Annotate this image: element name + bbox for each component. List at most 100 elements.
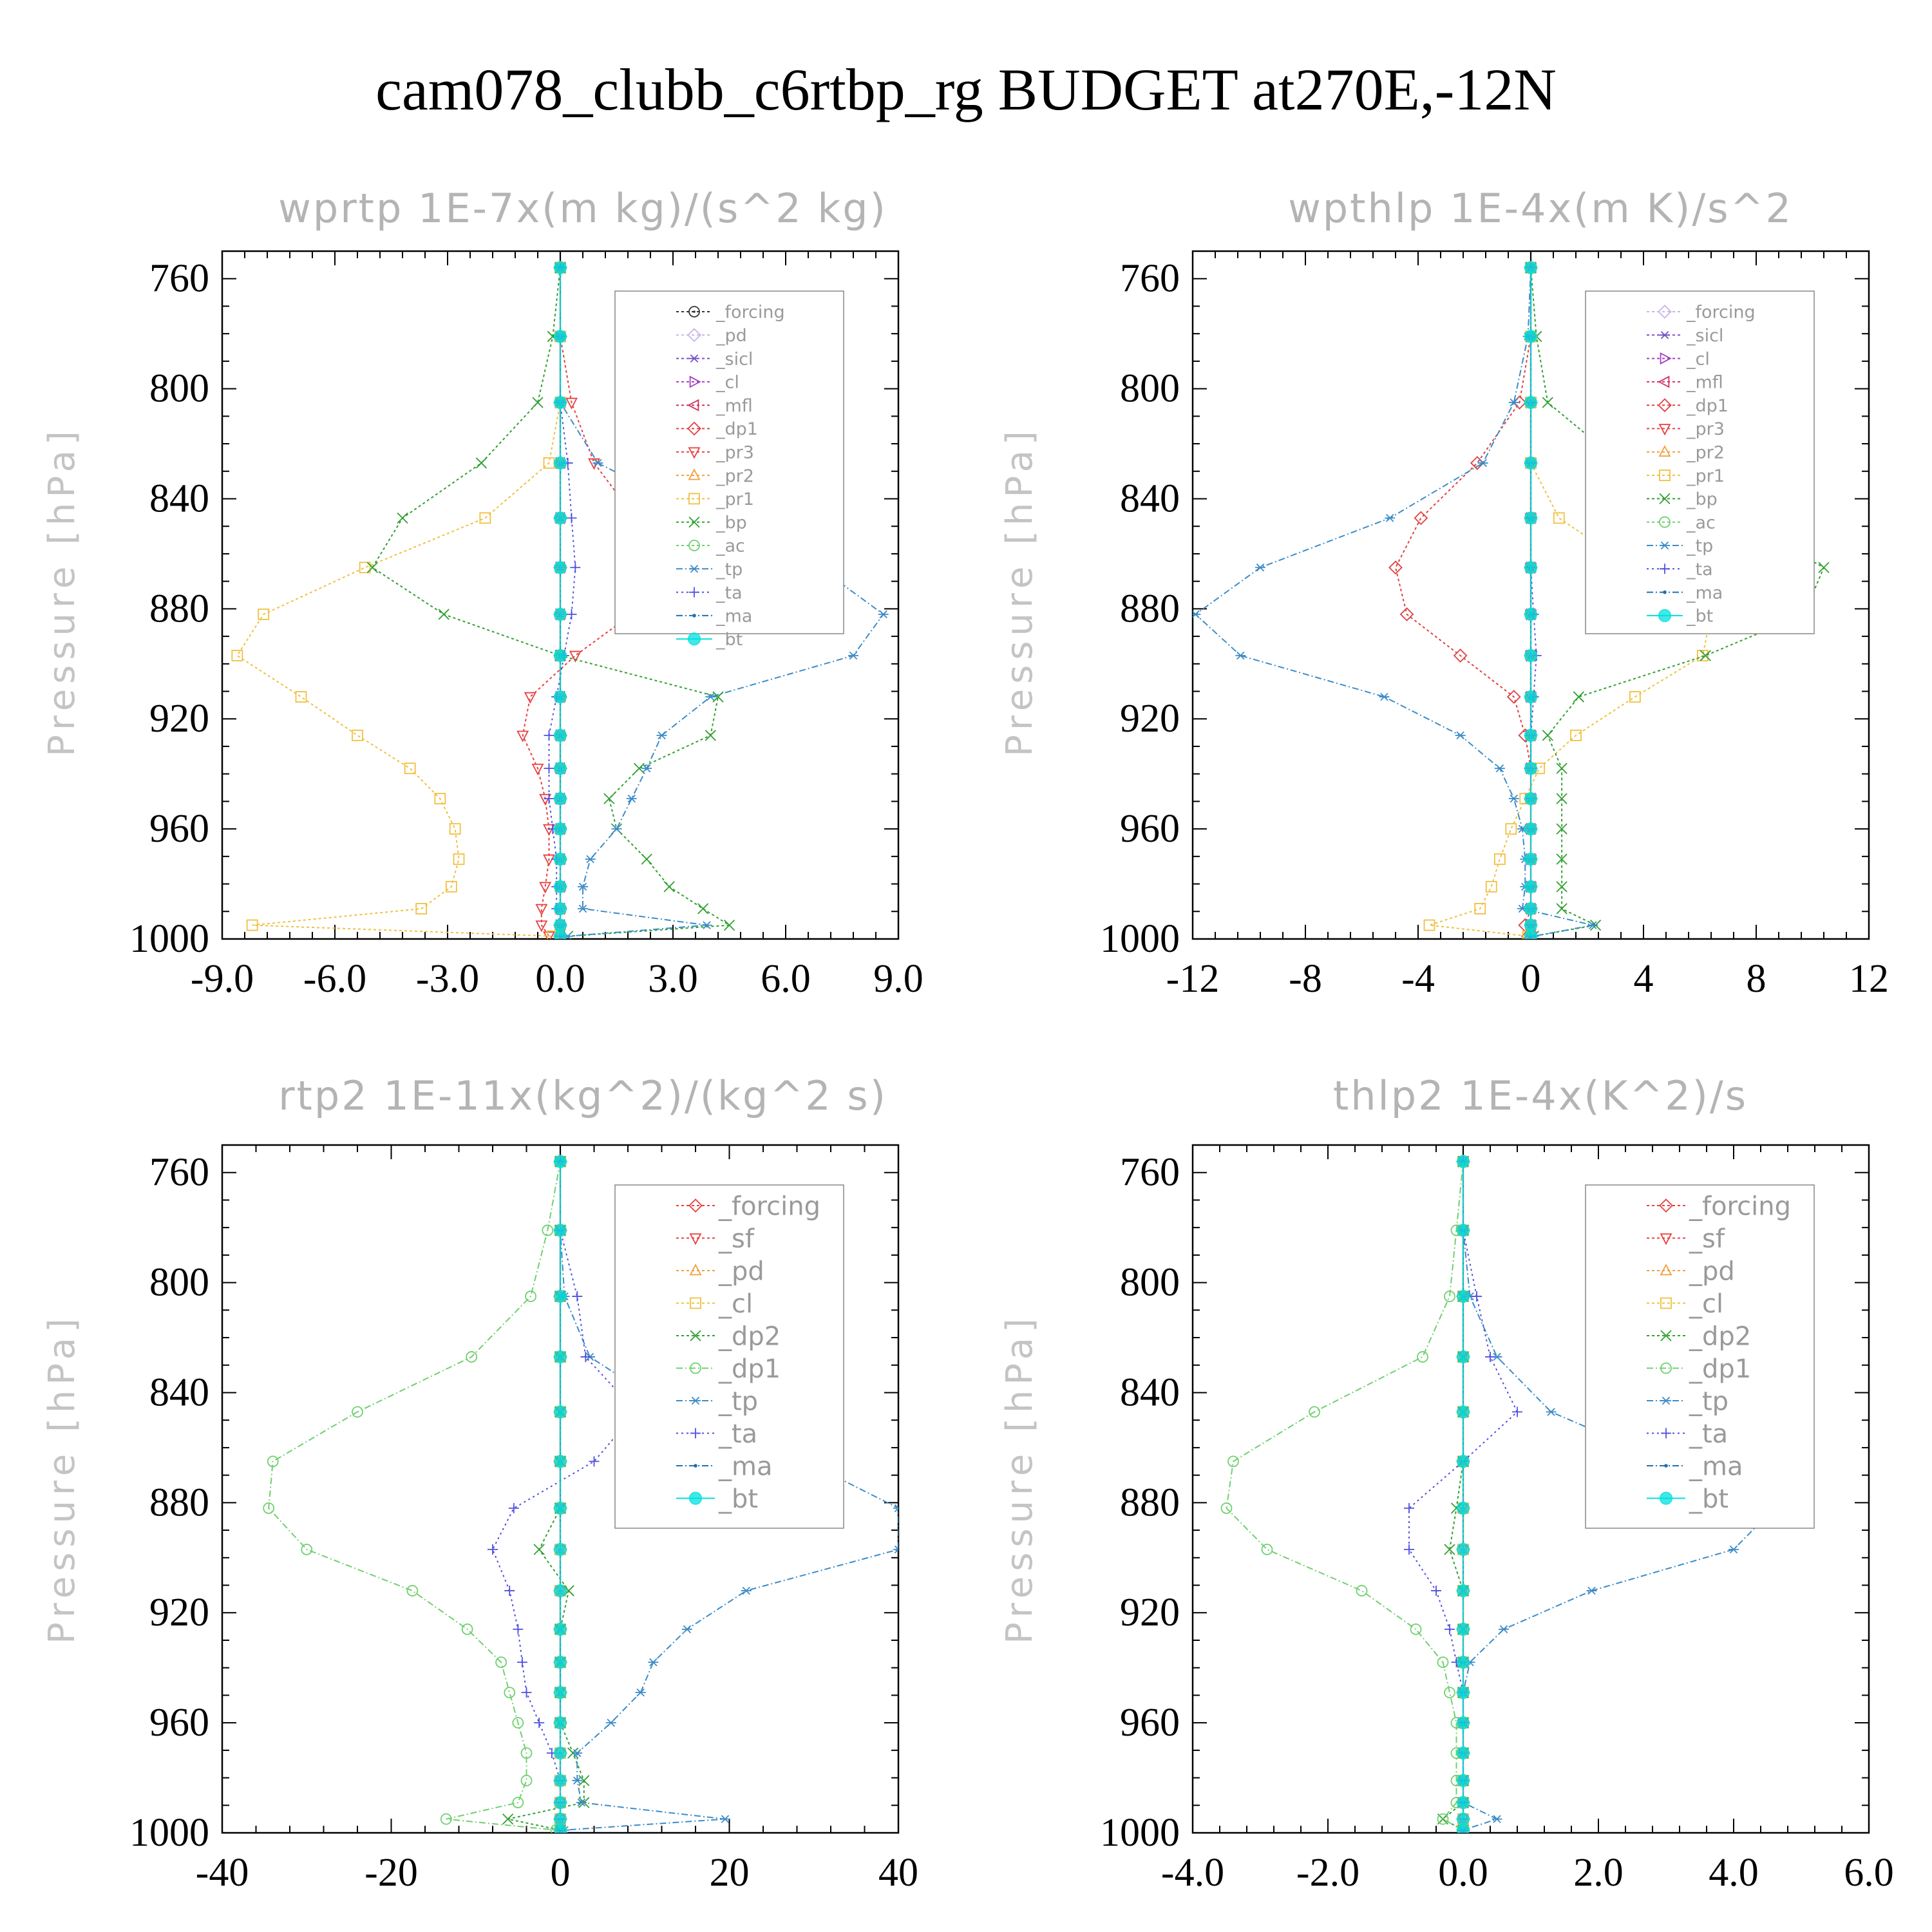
- data-point: [569, 650, 582, 663]
- x-tick-label: 4.0: [1709, 1851, 1759, 1895]
- data-point: [554, 561, 567, 574]
- data-point: [543, 854, 555, 866]
- data-point: [1472, 1291, 1482, 1302]
- data-point: [572, 1748, 583, 1757]
- data-point: [544, 763, 554, 774]
- data-point: [404, 762, 416, 775]
- legend-label: _pr2: [715, 466, 754, 486]
- x-tick-label: 6.0: [761, 957, 811, 1001]
- x-tick-label: -4: [1401, 957, 1435, 1001]
- series-line: [1429, 267, 1712, 937]
- data-point: [1457, 1747, 1470, 1760]
- y-axis-label: Pressure [hPa]: [41, 1313, 83, 1644]
- data-point: [1444, 1624, 1455, 1634]
- data-point: [641, 764, 652, 773]
- legend-label: _pd: [1689, 1256, 1735, 1286]
- data-point: [1556, 793, 1567, 804]
- data-point: [848, 651, 858, 660]
- data-point: [1261, 1544, 1273, 1555]
- x-tick-label: 8: [1747, 957, 1766, 1001]
- series-bt: [554, 1155, 567, 1833]
- data-point: [1494, 764, 1505, 773]
- y-tick-label: 800: [1120, 1261, 1180, 1305]
- legend-marker: [687, 421, 701, 436]
- data-point: [1457, 1501, 1470, 1515]
- legend-label: _dp1: [715, 419, 758, 439]
- y-tick-label: 800: [1120, 367, 1180, 411]
- data-point: [1696, 650, 1709, 661]
- legend-marker: [689, 587, 699, 598]
- series-line: [1530, 267, 1825, 937]
- legend-label: _tp: [715, 560, 743, 580]
- legend-label: _bt: [1686, 607, 1713, 627]
- legend-label: _dp1: [718, 1354, 781, 1384]
- data-point: [605, 1718, 616, 1727]
- legend-label: _dp1: [1689, 1354, 1751, 1384]
- legend-label: _tp: [1686, 536, 1713, 556]
- data-point: [543, 824, 555, 836]
- legend-marker: [688, 540, 700, 551]
- legend-marker: [1658, 305, 1672, 319]
- data-point: [1474, 903, 1486, 914]
- data-point: [1524, 918, 1537, 932]
- data-point: [1524, 929, 1537, 939]
- y-tick-label: 960: [149, 1701, 209, 1745]
- series-line: [491, 1161, 638, 1830]
- data-point: [554, 649, 567, 662]
- data-point: [1542, 397, 1553, 408]
- y-axis-label: Pressure [hPa]: [999, 1313, 1041, 1644]
- x-tick-label: -9.0: [191, 957, 254, 1001]
- data-point: [578, 882, 588, 891]
- data-point: [533, 1544, 545, 1555]
- data-point: [554, 762, 567, 775]
- data-point: [1193, 610, 1201, 619]
- legend-marker: [690, 1330, 701, 1341]
- legend-marker: [694, 1464, 697, 1468]
- data-point: [1437, 1656, 1449, 1669]
- data-point: [1700, 650, 1711, 661]
- data-point: [1524, 728, 1537, 742]
- legend-marker: [1658, 375, 1670, 388]
- legend-marker: [690, 1428, 701, 1439]
- data-point: [1546, 1408, 1557, 1416]
- data-point: [488, 1544, 498, 1555]
- y-tick-label: 960: [1120, 807, 1180, 851]
- legend-label: _ma: [1689, 1452, 1743, 1481]
- data-point: [434, 793, 446, 805]
- legend-label: _cl: [715, 373, 739, 393]
- data-point: [1455, 731, 1466, 740]
- legend-label: _forcing: [1686, 303, 1756, 323]
- legend-label: _ta: [1689, 1419, 1728, 1449]
- data-point: [1485, 880, 1497, 893]
- data-point: [504, 1586, 515, 1596]
- data-point: [1508, 398, 1519, 407]
- data-point: [1524, 395, 1537, 409]
- data-point: [1629, 691, 1641, 703]
- x-tick-label: 0.0: [535, 957, 585, 1001]
- legend-label: _pr3: [1686, 419, 1725, 439]
- legend-label: _bp: [1686, 489, 1718, 509]
- series-tp: [1193, 263, 1598, 939]
- data-point: [554, 1155, 567, 1168]
- x-tick-label: 9.0: [873, 957, 923, 1001]
- data-point: [878, 610, 889, 619]
- legend-label: _sicl: [715, 349, 753, 369]
- legend-label: _forcing: [715, 303, 785, 323]
- data-point: [1457, 1584, 1470, 1598]
- y-tick-label: 880: [1120, 587, 1180, 630]
- data-point: [893, 1504, 898, 1513]
- data-point: [1444, 1544, 1455, 1555]
- data-point: [542, 1224, 554, 1236]
- y-tick-label: 1000: [1100, 917, 1180, 961]
- data-point: [554, 1812, 567, 1826]
- data-point: [554, 511, 567, 525]
- data-point: [1728, 1545, 1739, 1554]
- data-point: [1457, 1350, 1470, 1363]
- legend-marker: [1658, 398, 1672, 413]
- data-point: [1457, 1796, 1470, 1810]
- data-point: [554, 1774, 567, 1787]
- data-point: [1477, 459, 1488, 468]
- legend: _forcing_sf_pd_cl_dp2_dp1 _tp _ta _ma _bt: [614, 1184, 844, 1529]
- data-point: [554, 1747, 567, 1760]
